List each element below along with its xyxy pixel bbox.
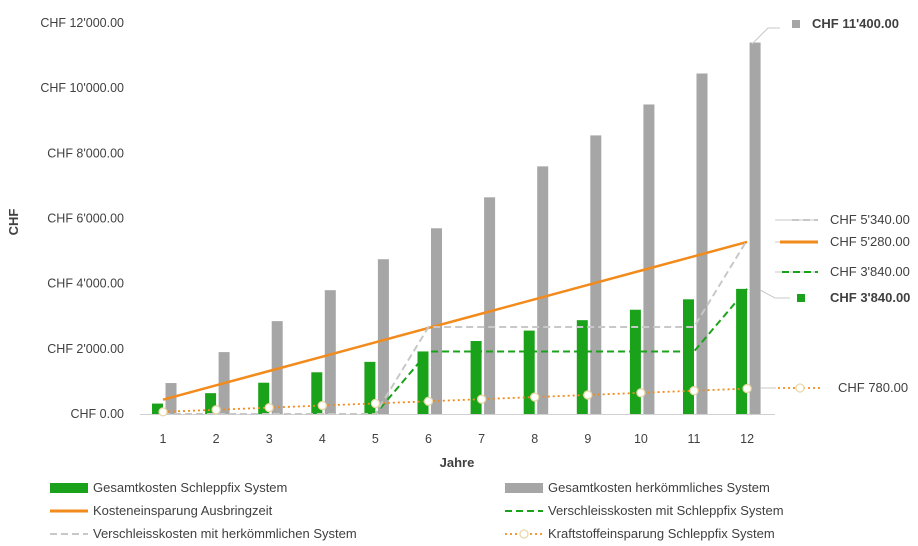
legend-label: Gesamtkosten herkömmliches System	[548, 480, 770, 495]
series-lines	[158, 239, 752, 417]
x-tick-label: 5	[372, 432, 379, 446]
bar-herkoemmlich	[377, 259, 389, 414]
bar-herkoemmlich	[643, 104, 655, 414]
bar-schleppfix	[736, 288, 748, 414]
callout-label: CHF 11'400.00	[812, 16, 899, 31]
bars	[152, 42, 761, 415]
y-tick-label: CHF 10'000.00	[40, 81, 124, 95]
series-marker	[317, 400, 327, 411]
x-axis-ticks: 1 2 3 4 5 6 7 8 9 10 11 12	[160, 432, 755, 446]
callout-leader	[751, 27, 780, 45]
bar-herkoemmlich	[484, 197, 496, 414]
x-tick-label: 10	[634, 432, 648, 446]
y-axis-ticks: CHF 0.00 CHF 2'000.00 CHF 4'000.00 CHF 6'00…	[40, 16, 124, 421]
x-tick-label: 7	[478, 432, 485, 446]
callouts: CHF 11'400.00 CHF 5'340.00 CHF 5'280.00 CHF…	[751, 16, 910, 395]
callout-marker	[792, 20, 800, 28]
x-tick-label: 1	[160, 432, 167, 446]
series-marker	[636, 388, 646, 398]
x-axis-title: Jahre	[440, 455, 475, 470]
callout-marker	[797, 294, 805, 302]
series-marker	[370, 398, 381, 409]
bar-schleppfix	[152, 403, 163, 414]
legend: Gesamtkosten Schleppfix System Gesamtkost…	[50, 480, 784, 541]
x-tick-label: 4	[319, 432, 326, 446]
legend-label: Gesamtkosten Schleppfix System	[93, 480, 287, 495]
bar-schleppfix	[311, 372, 323, 414]
bar-schleppfix	[417, 351, 429, 414]
x-tick-label: 9	[584, 432, 591, 446]
callout-label: CHF 5'340.00	[830, 212, 910, 227]
y-tick-label: CHF 6'000.00	[47, 212, 124, 226]
series-marker	[158, 407, 168, 417]
y-tick-label: CHF 4'000.00	[47, 277, 124, 291]
bar-herkoemmlich	[590, 135, 602, 414]
legend-swatch	[505, 483, 543, 493]
bar-herkoemmlich	[537, 166, 549, 414]
bar-schleppfix	[470, 341, 482, 414]
series-marker	[211, 405, 221, 415]
y-tick-label: CHF 0.00	[71, 407, 125, 421]
y-axis-title: CHF	[6, 209, 21, 236]
series-marker	[689, 386, 699, 396]
bar-schleppfix	[364, 361, 376, 414]
legend-label: Verschleisskosten mit Schleppfix System	[548, 503, 784, 518]
legend-label: Verschleisskosten mit herkömmlichen Syst…	[93, 526, 357, 541]
legend-swatch	[50, 483, 88, 493]
x-tick-label: 11	[688, 432, 701, 446]
legend-label: Kraftstoffeinsparung Schleppfix System	[548, 526, 775, 541]
bar-schleppfix	[683, 299, 694, 414]
callout-label: CHF 5'280.00	[830, 234, 910, 249]
x-tick-label: 12	[740, 432, 754, 446]
series-marker	[530, 392, 540, 402]
bar-herkoemmlich	[324, 290, 336, 414]
bar-herkoemmlich	[696, 73, 708, 415]
x-tick-label: 8	[531, 432, 538, 446]
bar-schleppfix	[523, 330, 535, 414]
bar-schleppfix	[205, 393, 217, 414]
callout-label: CHF 3'840.00	[830, 290, 910, 305]
legend-label: Kosteneinsparung Ausbringzeit	[93, 503, 273, 518]
bar-herkoemmlich	[431, 228, 442, 414]
bar-schleppfix	[576, 320, 588, 414]
x-tick-label: 2	[213, 432, 220, 446]
callout-leader	[759, 289, 790, 299]
bar-schleppfix	[629, 309, 641, 414]
series-marker	[264, 402, 274, 413]
y-tick-label: CHF 8'000.00	[47, 146, 124, 160]
legend-swatch	[519, 529, 529, 539]
series-marker	[423, 396, 434, 406]
callout-label: CHF 780.00	[838, 380, 908, 395]
series-marker	[476, 394, 487, 404]
series-marker	[742, 383, 752, 394]
x-tick-label: 3	[266, 432, 273, 446]
bar-schleppfix	[258, 382, 270, 414]
y-tick-label: CHF 12'000.00	[40, 16, 124, 30]
series-line	[162, 387, 748, 413]
callout-marker	[795, 383, 805, 393]
y-tick-label: CHF 2'000.00	[47, 342, 124, 356]
series-line	[162, 240, 748, 401]
callout-label: CHF 3'840.00	[830, 264, 910, 279]
x-tick-label: 6	[425, 432, 432, 446]
series-marker	[583, 390, 593, 400]
series-line	[163, 288, 748, 415]
bar-herkoemmlich	[749, 42, 761, 415]
